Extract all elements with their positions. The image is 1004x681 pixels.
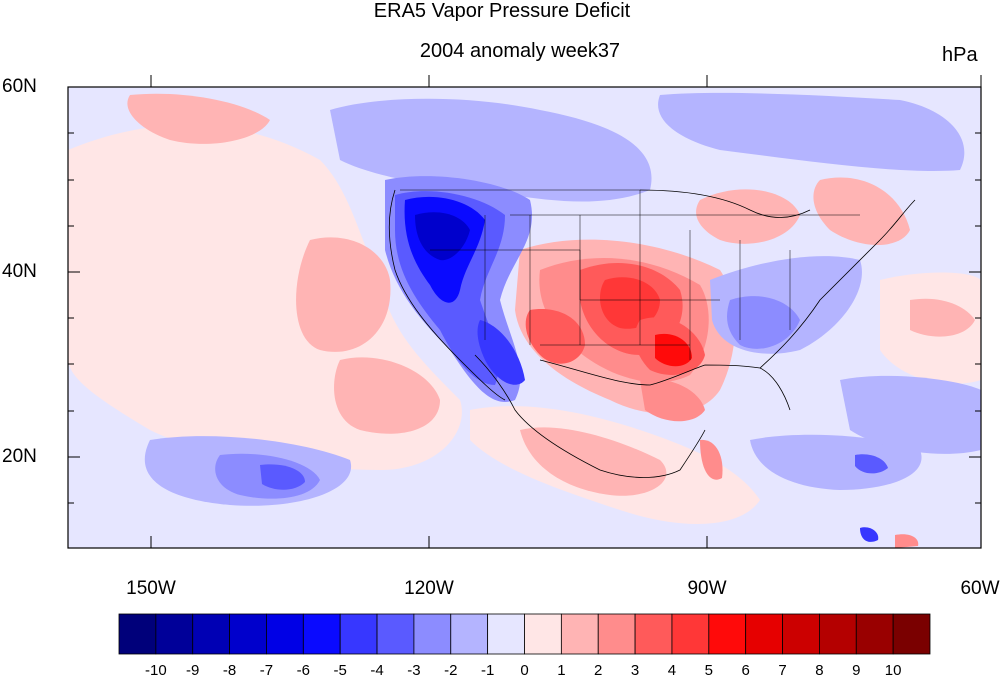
colorbar-swatch: [413, 613, 452, 655]
colorbar-label: -9: [186, 662, 200, 679]
colorbar-label: 8: [815, 662, 824, 679]
colorbar-label: -3: [407, 662, 421, 679]
colorbar-label: 1: [557, 662, 566, 679]
colorbar-swatch: [524, 613, 562, 655]
mexico-positive-2: [520, 427, 667, 496]
pacific-south-positive: [334, 357, 440, 434]
colorbar-label: 2: [594, 662, 603, 679]
colorbar-swatch: [450, 613, 489, 655]
colorbar-label: 6: [741, 662, 750, 679]
caribbean-negative: [750, 434, 922, 490]
colorbar-label: -8: [222, 662, 237, 679]
gulf-positive: [640, 379, 705, 422]
colorbar-label: 7: [778, 662, 787, 679]
colorbar-label: -6: [296, 662, 310, 679]
south-america-positive: [895, 534, 919, 548]
pacific-mid-positive: [296, 237, 391, 352]
colorbar-swatch: [155, 613, 194, 655]
yucatan-positive: [700, 439, 723, 480]
x-tick-label-150w: 150W: [126, 578, 176, 599]
northeast-positive: [813, 177, 910, 245]
colorbar: [118, 613, 931, 655]
west-us-negative-4: [415, 212, 470, 261]
colorbar-swatch: [634, 613, 673, 655]
colorbar-label: 4: [667, 662, 677, 679]
colorbar-swatch: [560, 613, 599, 655]
great-lakes-positive: [696, 189, 800, 244]
canada-negative: [330, 98, 652, 202]
colorbar-swatch: [855, 613, 894, 655]
north-negative: [658, 92, 965, 171]
colorbar-swatch: [229, 613, 267, 655]
colorbar-label: 0: [520, 662, 529, 679]
central-us-positive-4: [600, 277, 660, 329]
baja-negative: [477, 320, 525, 385]
y-tick-label-60n: 60N: [2, 76, 37, 97]
south-us-positive-core: [655, 333, 692, 367]
north-pacific-positive: [127, 93, 270, 144]
colorbar-label: -5: [333, 662, 347, 679]
colorbar-swatch: [118, 613, 157, 655]
colorbar-swatch: [745, 613, 783, 655]
tick-marks: [68, 75, 982, 548]
atlantic-negative: [840, 375, 981, 454]
texas-positive: [525, 309, 585, 364]
colorbar-swatch: [339, 613, 378, 655]
south-america-negative: [860, 527, 879, 542]
colorbar-swatch: [671, 613, 710, 655]
x-tick-label-90w: 90W: [687, 578, 727, 599]
colorbar-label: -2: [444, 662, 458, 679]
x-tick-label-120w: 120W: [404, 578, 454, 599]
colorbar-label: -4: [370, 662, 384, 679]
y-tick-label-20n: 20N: [2, 446, 37, 467]
colorbar-swatch: [376, 613, 415, 655]
colorbar-swatch: [302, 613, 341, 655]
southeast-us-negative-2: [727, 296, 800, 349]
colorbar-swatch: [892, 613, 931, 655]
colorbar-swatch: [782, 613, 820, 655]
colorbar-label: -1: [480, 662, 495, 679]
colorbar-swatch: [597, 613, 636, 655]
colorbar-swatch: [266, 613, 304, 655]
colorbar-label: 3: [630, 662, 640, 679]
coastlines: [388, 189, 916, 478]
map-subtitle: 2004 anomaly week37: [419, 40, 621, 62]
colorbar-swatch: [819, 613, 857, 655]
caribbean-negative-2: [855, 454, 888, 474]
anomaly-field: [68, 87, 981, 548]
colorbar-label: 5: [704, 662, 713, 679]
pacific-south-negative-3: [260, 464, 305, 490]
colorbar-label: -7: [259, 662, 274, 679]
colorbar-label: 10: [884, 662, 902, 679]
units-label: hPa: [942, 44, 978, 66]
colorbar-swatch: [487, 613, 525, 655]
colorbar-label: -10: [145, 662, 167, 679]
state-borders: [400, 189, 860, 360]
map-title: ERA5 Vapor Pressure Deficit: [373, 0, 631, 22]
colorbar-swatch: [192, 613, 230, 655]
colorbar-swatch: [708, 613, 747, 655]
east-atlantic-positive-2: [910, 298, 975, 337]
x-tick-label-60w: 60W: [960, 578, 1000, 599]
y-tick-label-40n: 40N: [2, 261, 37, 282]
colorbar-label: 9: [852, 662, 861, 679]
